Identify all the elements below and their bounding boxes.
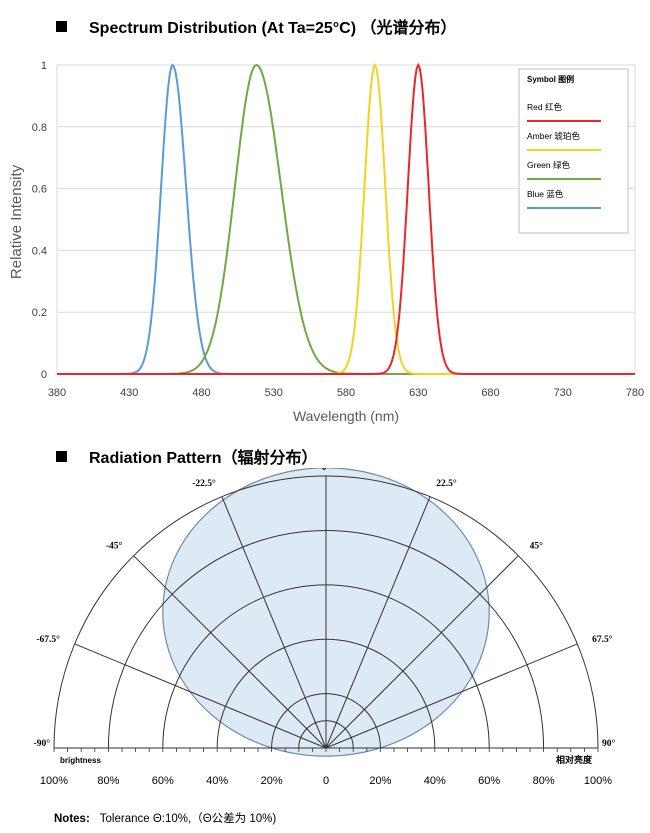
x-tick-label: 430 [120,387,138,399]
angle-spoke [325,643,578,749]
x-tick-label: 780 [626,387,644,399]
x-tick-label: 580 [337,387,355,399]
legend-title: Symbol 图例 [527,74,574,84]
spectrum-heading-text: Spectrum Distribution (At Ta=25°C) （光谱分布… [89,20,457,37]
bottom-percent-label: 0 [323,775,329,787]
x-tick-label: 680 [481,387,499,399]
bottom-percent-label: 20% [261,775,283,787]
bottom-percent-label: 20% [369,775,391,787]
x-tick-label: 630 [409,387,427,399]
bottom-percent-label: 60% [152,775,174,787]
notes-label: Notes: [54,813,90,825]
angle-spoke [325,496,431,749]
bottom-percent-label: 60% [478,775,500,787]
y-tick-label: 0.6 [32,184,47,196]
relative-brightness-label: 相对亮度 [556,754,593,765]
angle-label: 0° [322,468,331,473]
bottom-percent-label: 40% [206,775,228,787]
bottom-percent-label: 100% [584,775,612,787]
angle-spoke [325,555,519,749]
notes: Notes: Tolerance Θ:10%,（Θ公差为 10%) [54,810,276,826]
angle-label: -90° [34,738,51,749]
x-tick-label: 530 [265,387,283,399]
y-tick-label: 1 [41,60,47,72]
y-tick-label: 0.4 [32,245,47,257]
x-axis-title: Wavelength (nm) [293,408,399,424]
angle-label: 90° [602,738,616,749]
series-line-red [57,62,635,375]
y-tick-label: 0.2 [32,307,47,319]
radiation-chart: -90° -67.5° -45° -22.5° 0° 22.5° 45° 67.5° 90° br… [34,468,616,787]
brightness-label: brightness [60,756,101,765]
angle-spoke [221,496,327,749]
legend: Symbol 图例 Red 红色 Amber 琥珀色 Green 绿色 Blue 蓝色 [518,68,629,234]
legend-entry-label: Blue 蓝色 [527,189,564,199]
bottom-percent-label: 40% [424,775,446,787]
x-tick-label: 480 [192,387,210,399]
bottom-percent-label: 80% [97,775,119,787]
radiation-heading: Radiation Pattern（辐射分布） [56,444,317,468]
bottom-percent-label: 80% [533,775,555,787]
angle-label: -22.5° [192,478,216,489]
square-bullet-icon [56,20,67,32]
legend-entry-label: Green 绿色 [527,160,570,170]
x-tick-label: 730 [554,387,572,399]
legend-entry-label: Amber 琥珀色 [527,131,580,141]
angle-label: -67.5° [36,634,60,645]
y-tick-label: 0.8 [32,122,47,134]
angle-spoke [133,555,327,749]
angle-label: 45° [530,540,544,551]
y-tick-label: 0 [41,369,47,381]
angle-label: -45° [106,540,123,551]
y-axis-title: Relative Intensity [8,164,25,279]
x-tick-label: 380 [48,387,66,399]
radiation-heading-text: Radiation Pattern（辐射分布） [89,450,318,467]
bottom-percent-label: 100% [40,775,68,787]
square-bullet-icon [56,450,67,462]
angle-label: 67.5° [592,634,613,645]
spectrum-chart: 0 0.2 0.4 0.6 0.8 1 380 430 480 530 580 630 680 730 7… [8,60,644,424]
angle-label: 22.5° [436,478,457,489]
legend-entry-label: Red 红色 [527,102,562,112]
spectrum-heading: Spectrum Distribution (At Ta=25°C) （光谱分布… [56,14,456,38]
notes-text: Tolerance Θ:10%,（Θ公差为 10%) [99,813,277,825]
angle-spoke [74,643,327,749]
